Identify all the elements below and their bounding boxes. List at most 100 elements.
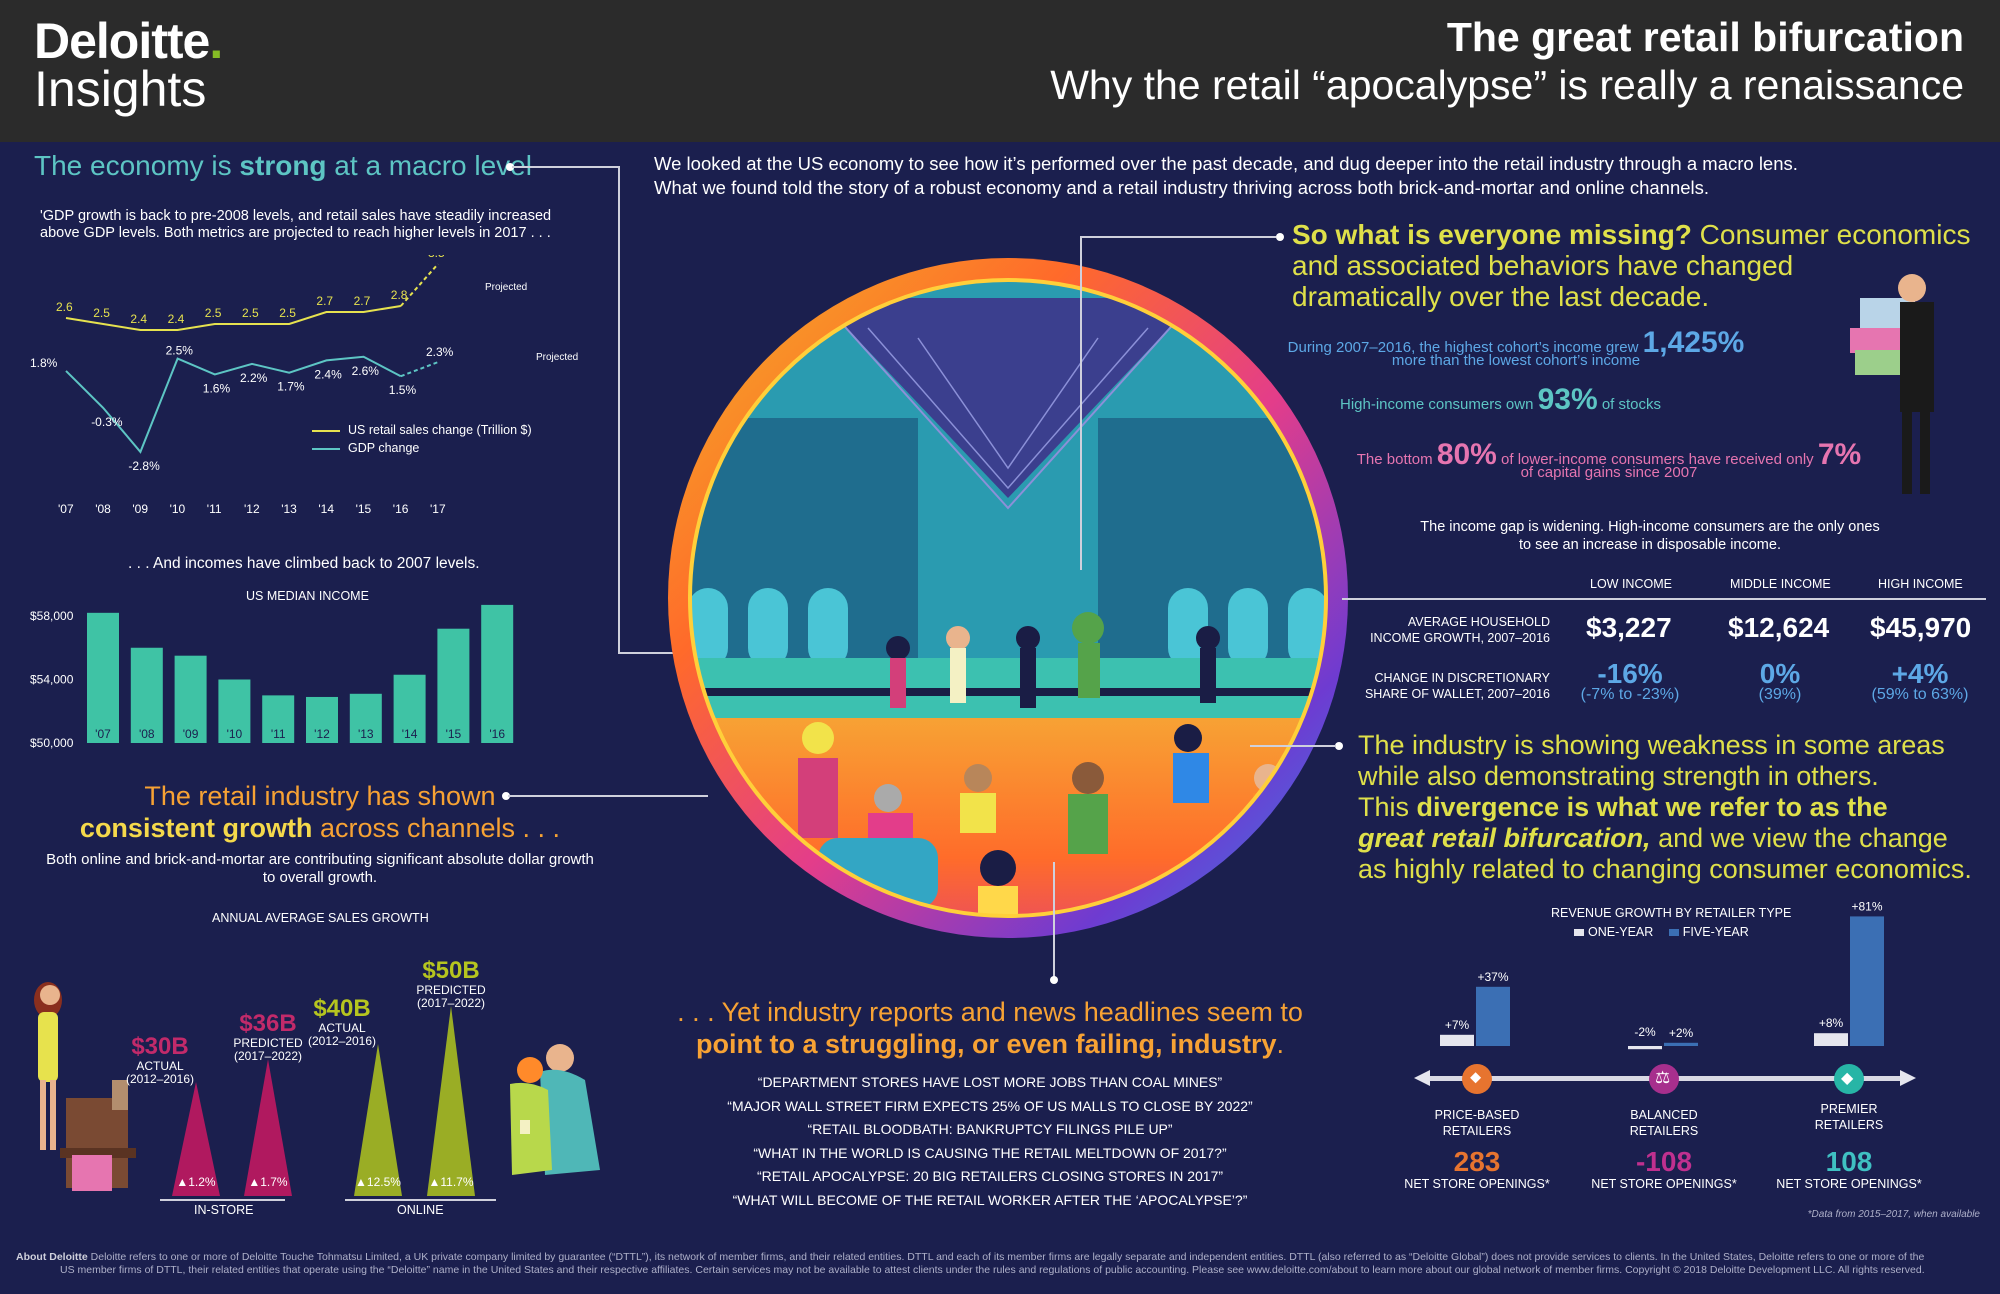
store-openings-label: NET STORE OPENINGS* [1404,1177,1550,1191]
headline-quote: “WHAT WILL BECOME OF THE RETAIL WORKER A… [732,1191,1248,1208]
revenue-legend: ONE-YEAR FIVE-YEAR [1574,925,1749,939]
gdp-data-label: 2.6% [352,364,380,378]
group-label-instore: IN-STORE [194,1203,254,1217]
sales-series-projected [400,263,439,307]
sales-data-label: 2.4 [168,312,185,326]
headline-quote: “DEPARTMENT STORES HAVE LOST MORE JOBS T… [757,1074,1223,1090]
table-header-middle: MIDDLE INCOME [1730,577,1831,591]
intro-text: We looked at the US economy to see how i… [654,153,1798,198]
income-bar [262,695,295,743]
retailer-name-balanced: BALANCED RETAILERS [1629,1108,1699,1138]
income-bar [218,679,251,743]
gdp-data-label: 2.5% [166,344,194,358]
legend-item-sales: US retail sales change (Trillion $) [312,421,532,439]
table-value-high-income: $45,970 [1870,612,1972,643]
deloitte-logo[interactable]: Deloitte. [34,13,223,69]
income-bar-label: '13 [358,727,374,741]
headline-quotes: “DEPARTMENT STORES HAVE LOST MORE JOBS T… [680,1074,1300,1215]
gdp-data-label: 1.5% [389,383,417,397]
sales-data-label: 2.6 [56,300,73,314]
growth-value-label: $50B PREDICTED (2017–2022) [403,958,499,1010]
gdp-data-label: 1.8% [30,356,58,370]
revenue-footnote: *Data from 2015–2017, when available [1807,1209,1980,1220]
leader-dot [1335,742,1343,750]
growth-pct-label: ▲12.5% [355,1175,401,1189]
one-year-bar [1814,1033,1848,1046]
one-year-label: +7% [1445,1018,1470,1032]
income-bar-label: '15 [446,727,462,741]
table-value-low-income: $3,227 [1586,612,1672,643]
sales-data-label: 2.5 [93,306,110,320]
five-year-bar [1850,916,1884,1046]
median-income-title: US MEDIAN INCOME [246,589,369,603]
income-bar-label: '10 [227,727,243,741]
economy-description: 'GDP growth is back to pre-2008 levels, … [40,208,552,241]
income-bar [306,696,338,743]
x-tick-label: '14 [318,502,334,516]
table-header-low: LOW INCOME [1590,577,1672,591]
x-tick-label: '07 [58,502,74,516]
mall-illustration [668,258,1348,938]
growth-pct-label: ▲1.2% [176,1175,216,1189]
store-openings-price: 283 [1453,1146,1501,1177]
growth-value-label: $36B PREDICTED (2017–2022) [220,1011,316,1063]
five-year-bar [1664,1042,1698,1046]
leader-line [618,166,620,654]
income-gap-note: The income gap is widening. High-income … [1420,519,1880,553]
growth-period-label: PREDICTED [233,1036,303,1051]
income-bar [130,647,163,743]
growth-triangle [172,1082,220,1196]
growth-period-range: (2017–2022) [233,1049,303,1064]
gdp-series-line [65,355,402,454]
stat-stocks: High-income consumers own 93% of stocks [1340,383,1661,416]
headlines-heading: . . . Yet industry reports and news head… [677,997,1303,1059]
leader-line [1053,862,1055,980]
growth-triangle [244,1059,292,1196]
growth-triangle [354,1044,402,1196]
gdp-data-label: -2.8% [128,459,160,473]
headline-quote: “WHAT IN THE WORLD IS CAUSING THE RETAIL… [753,1144,1227,1161]
legend-swatch [312,447,340,450]
headline-quote: “RETAIL APOCALYPSE: 20 BIG RETAILERS CLO… [756,1168,1224,1184]
growth-period-label: ACTUAL [136,1059,184,1073]
businessman-illustration [1850,274,1934,494]
y-tick-label: $58,000 [30,609,74,623]
five-year-bar [1476,986,1510,1046]
couple-illustration [510,1044,600,1175]
retailer-name-premier: PREMIER RETAILERS [1814,1102,1884,1132]
gdp-data-label: 1.7% [277,380,305,394]
page-title: The great retail bifurcation [1446,14,1964,60]
gdp-data-label: 2.2% [240,371,268,385]
income-bar-label: '16 [489,727,505,741]
projected-label-top: Projected [485,282,528,293]
sales-data-label: 2.5 [242,306,259,320]
store-openings-balanced: -108 [1635,1146,1693,1177]
x-tick-label: '09 [132,502,148,516]
five-year-label: +2% [1669,1026,1694,1040]
retail-growth-description: Both online and brick-and-mortar are con… [46,851,594,886]
x-tick-label: '13 [281,502,297,516]
growth-value-label: $30B ACTUAL (2012–2016) [112,1034,208,1086]
store-openings-premier: 108 [1825,1146,1873,1177]
revenue-chart-title: REVENUE GROWTH BY RETAILER TYPE [1551,906,1792,920]
price-tag-icon: ⬥ [1462,1064,1492,1094]
income-bar [349,693,382,743]
growth-period-range: (2012–2016) [307,1034,377,1048]
growth-value: $40B [313,995,371,1022]
x-tick-label: '11 [207,502,222,516]
growth-value: $30B [131,1033,189,1060]
sales-data-label: 2.5 [279,306,296,320]
income-bar-label: '08 [139,727,155,741]
x-tick-label: '16 [393,502,409,516]
median-income-bar-chart: $58,000 $54,000 $50,000 '07 '08 '09 '10 '11 '12 '… [30,604,514,750]
x-tick-label: '08 [95,502,111,516]
sales-data-label: 2.7 [316,294,333,308]
group-label-online: ONLINE [397,1203,444,1217]
page-subtitle: Why the retail “apocalypse” is really a … [1050,62,1964,108]
income-bar-label: '12 [314,727,330,741]
growth-value-label: $40B ACTUAL (2012–2016) [294,996,390,1048]
missing-heading: So what is everyone missing? Consumer ec… [1292,219,1971,312]
one-year-label: +8% [1819,1016,1844,1030]
gdp-data-label: 2.3% [426,345,454,359]
headline-quote: “RETAIL BLOODBATH: BANKRUPTCY FILINGS PI… [807,1121,1173,1137]
